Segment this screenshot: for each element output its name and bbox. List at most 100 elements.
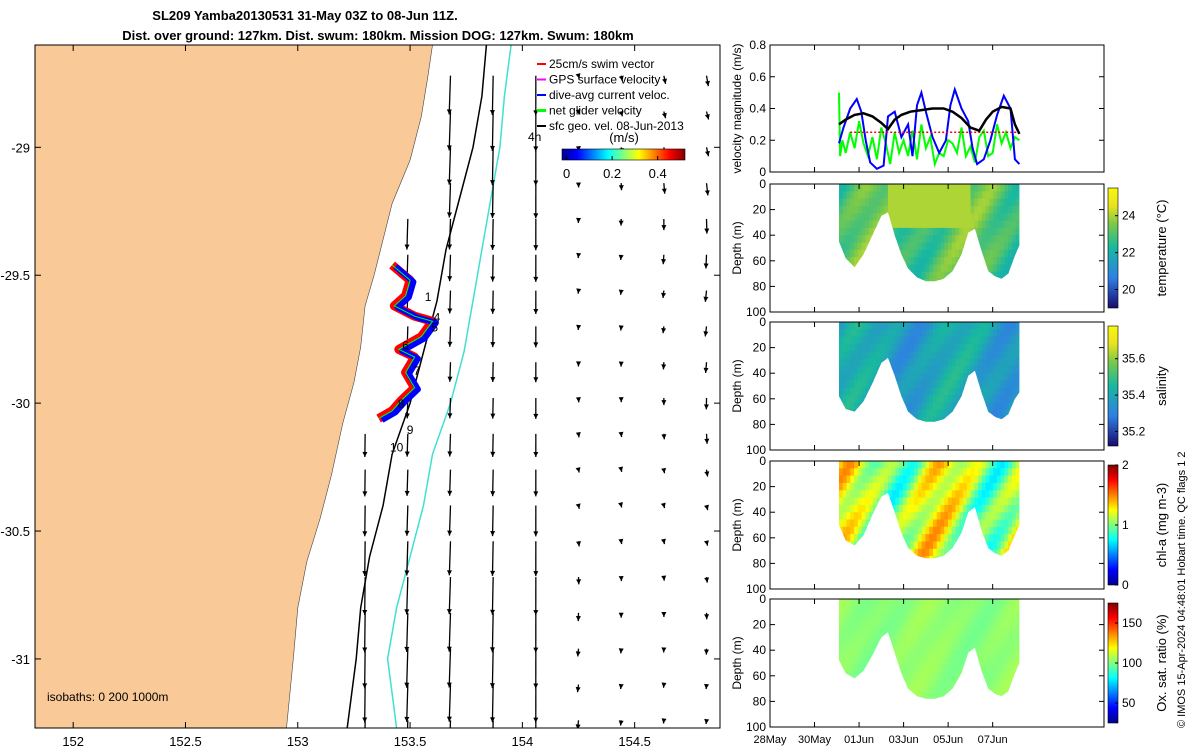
heatmap-cell (929, 249, 934, 258)
heatmap-cell (921, 343, 927, 352)
heatmap-cell (951, 257, 957, 266)
panel-ytick-label: 0 (759, 177, 766, 191)
heatmap-cell (993, 613, 998, 622)
heatmap-cell (966, 664, 972, 673)
heatmap-cell (1015, 642, 1020, 651)
day-label: 8 (398, 397, 405, 411)
heatmap-cell (895, 358, 900, 367)
heatmap-cell (850, 620, 855, 629)
heatmap-cell (955, 606, 961, 615)
heatmap-cell (872, 519, 878, 528)
heatmap-cell (887, 351, 893, 360)
heatmap-cell (861, 387, 867, 396)
heatmap-cell (936, 475, 942, 484)
heatmap-cell (899, 343, 904, 352)
heatmap-cell (854, 365, 859, 374)
heatmap-cell (974, 402, 979, 411)
heatmap-cell (929, 387, 934, 396)
heatmap-cell (1000, 526, 1006, 535)
heatmap-cell (993, 526, 998, 535)
velocity-arrow (704, 504, 709, 511)
heatmap-cell (887, 672, 893, 681)
velocity-arrow (661, 218, 667, 231)
heatmap-cell (842, 387, 848, 396)
heatmap-cell (1004, 620, 1009, 629)
heatmap-cell (857, 387, 863, 396)
heatmap-cell (921, 606, 927, 615)
heatmap-cell (839, 417, 844, 422)
heatmap-cell (854, 395, 859, 404)
heatmap-cell (887, 205, 893, 214)
heatmap-cell (974, 613, 979, 622)
heatmap-cell (981, 512, 987, 521)
heatmap-cell (884, 635, 889, 644)
heatmap-cell (955, 373, 961, 382)
heatmap-cell (940, 686, 946, 695)
heatmap-cell (872, 198, 878, 207)
heatmap-cell (899, 329, 904, 338)
heatmap-cell (914, 271, 919, 280)
heatmap-cell (963, 497, 968, 506)
heatmap-cell (854, 606, 859, 615)
heatmap-cell (985, 279, 991, 282)
heatmap-cell (940, 264, 946, 273)
heatmap-cell (959, 468, 964, 477)
heatmap-cell (933, 613, 938, 622)
velocity-arrow (490, 183, 496, 219)
panel-ytick-label: 0.4 (749, 102, 766, 116)
heatmap-cell (951, 235, 957, 244)
heatmap-cell (925, 184, 930, 193)
heatmap-cell (842, 235, 848, 244)
heatmap-cell (1011, 351, 1017, 360)
heatmap-cell (1004, 329, 1009, 338)
heatmap-cell (842, 461, 848, 470)
heatmap-cell (948, 548, 953, 557)
heatmap-cell (970, 650, 976, 659)
heatmap-cell (872, 351, 878, 360)
heatmap-cell (940, 512, 946, 521)
heatmap-cell (895, 650, 900, 659)
heatmap-cell (842, 475, 848, 484)
heatmap-cell (981, 490, 987, 499)
heatmap-cell (985, 417, 991, 422)
heatmap-cell (948, 635, 953, 644)
heatmap-cell (906, 387, 912, 396)
heatmap-cell (865, 205, 870, 214)
heatmap-cell (993, 548, 998, 557)
heatmap-cell (906, 628, 912, 637)
heatmap-cell (985, 606, 991, 615)
heatmap-cell (925, 620, 930, 629)
heatmap-cell (917, 395, 923, 404)
heatmap-cell (857, 343, 863, 352)
heatmap-cell (850, 220, 855, 229)
map-colorbar-tick-label: 0.2 (603, 166, 621, 181)
heatmap-cell (959, 628, 964, 637)
heatmap-cell (846, 482, 852, 491)
heatmap-cell (891, 526, 897, 535)
heatmap-cell (963, 264, 968, 273)
heatmap-cell (876, 599, 882, 608)
heatmap-cell (981, 220, 987, 229)
heatmap-cell (869, 526, 874, 535)
heatmap-cell (902, 417, 908, 422)
heatmap-cell (850, 242, 855, 251)
heatmap-cell (974, 490, 979, 499)
heatmap-cell (955, 235, 961, 244)
heatmap-cell (880, 664, 885, 673)
heatmap-cell (936, 490, 942, 499)
heatmap-cell (899, 519, 904, 528)
heatmap-cell (1015, 365, 1020, 374)
heatmap-cell (989, 387, 994, 396)
heatmap-cell (899, 235, 904, 244)
heatmap-cell (884, 235, 889, 244)
heatmap-cell (917, 679, 923, 688)
heatmap-cell (857, 519, 863, 528)
heatmap-cell (865, 650, 870, 659)
heatmap-cell (880, 672, 885, 681)
heatmap-cell (944, 242, 949, 251)
day-label: 5 (431, 321, 438, 335)
heatmap-cell (936, 534, 942, 543)
heatmap-cell (917, 205, 923, 214)
heatmap-cell (895, 482, 900, 491)
panel-ytick-label: 100 (746, 443, 766, 457)
